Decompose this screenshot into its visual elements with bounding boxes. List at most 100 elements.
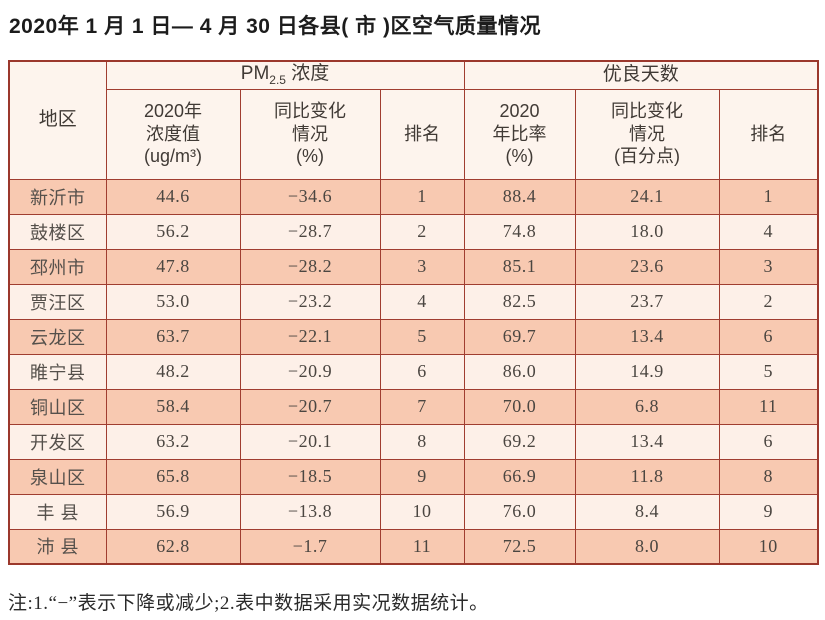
good-rate-cell: 72.5: [463, 528, 576, 565]
table-row: 新沂市 44.6 −34.6 1 88.4 24.1 1: [8, 178, 819, 215]
pm-change-cell: −22.1: [239, 318, 381, 355]
pm-value-cell: 62.8: [105, 528, 241, 565]
pm-rank-cell: 2: [379, 213, 465, 250]
pm-rank-cell: 9: [379, 458, 465, 495]
good-change-cell: 24.1: [574, 178, 720, 215]
pm-change-cell: −23.2: [239, 283, 381, 320]
pm-value-cell: 56.2: [105, 213, 241, 250]
header-good-days-group: 优良天数: [463, 60, 819, 90]
good-change-cell: 13.4: [574, 423, 720, 460]
pm-change-cell: −13.8: [239, 493, 381, 530]
good-rank-cell: 11: [718, 388, 819, 425]
header-region: 地区: [8, 60, 107, 180]
pm-rank-cell: 3: [379, 248, 465, 285]
header-sub-row: 2020年 浓度值 (ug/m³) 同比变化 情况 (%) 排名 2020 年比…: [9, 88, 819, 180]
good-rank-cell: 1: [718, 178, 819, 215]
region-cell: 云龙区: [8, 318, 107, 355]
pm-rank-cell: 4: [379, 283, 465, 320]
region-cell: 开发区: [8, 423, 107, 460]
pm-change-cell: −20.7: [239, 388, 381, 425]
good-change-cell: 6.8: [574, 388, 720, 425]
region-cell: 邳州市: [8, 248, 107, 285]
table-row: 泉山区 65.8 −18.5 9 66.9 11.8 8: [8, 458, 819, 495]
pm-change-cell: −28.2: [239, 248, 381, 285]
good-change-cell: 11.8: [574, 458, 720, 495]
good-change-cell: 13.4: [574, 318, 720, 355]
header-pm-change: 同比变化 情况 (%): [239, 88, 381, 180]
pm-change-cell: −18.5: [239, 458, 381, 495]
pm-change-cell: −28.7: [239, 213, 381, 250]
pm-value-cell: 48.2: [105, 353, 241, 390]
good-rank-cell: 6: [718, 318, 819, 355]
table-row: 云龙区 63.7 −22.1 5 69.7 13.4 6: [8, 318, 819, 355]
good-rate-cell: 76.0: [463, 493, 576, 530]
good-change-cell: 8.4: [574, 493, 720, 530]
table-row: 铜山区 58.4 −20.7 7 70.0 6.8 11: [8, 388, 819, 425]
pm25-subscript: 2.5: [269, 73, 286, 88]
good-rank-cell: 3: [718, 248, 819, 285]
table-header: 地区 PM2.5 浓度 优良天数 2020年 浓度值 (ug/m³) 同比变化 …: [8, 60, 819, 180]
pm-value-cell: 63.2: [105, 423, 241, 460]
good-rate-cell: 74.8: [463, 213, 576, 250]
good-change-cell: 14.9: [574, 353, 720, 390]
pm-change-cell: −20.9: [239, 353, 381, 390]
region-cell: 睢宁县: [8, 353, 107, 390]
pm-rank-cell: 1: [379, 178, 465, 215]
table-row: 鼓楼区 56.2 −28.7 2 74.8 18.0 4: [8, 213, 819, 250]
table-row: 丰 县 56.9 −13.8 10 76.0 8.4 9: [8, 493, 819, 530]
pm25-suffix: 浓度: [285, 63, 330, 85]
pm25-label: PM: [240, 63, 270, 85]
good-rate-cell: 85.1: [463, 248, 576, 285]
pm-rank-cell: 8: [379, 423, 465, 460]
header-good-rate: 2020 年比率 (%): [463, 88, 576, 180]
good-change-cell: 18.0: [574, 213, 720, 250]
pm-rank-cell: 7: [379, 388, 465, 425]
good-rate-cell: 82.5: [463, 283, 576, 320]
good-change-cell: 23.7: [574, 283, 720, 320]
footnote: 注:1.“−”表示下降或减少;2.表中数据采用实况数据统计。: [8, 593, 489, 614]
good-rank-cell: 8: [718, 458, 819, 495]
good-rate-cell: 66.9: [463, 458, 576, 495]
table-row: 邳州市 47.8 −28.2 3 85.1 23.6 3: [8, 248, 819, 285]
table-body: 新沂市 44.6 −34.6 1 88.4 24.1 1 鼓楼区 56.2 −28.7 2 74.8 1…: [8, 178, 819, 565]
table-row: 贾汪区 53.0 −23.2 4 82.5 23.7 2: [8, 283, 819, 320]
good-rate-cell: 88.4: [463, 178, 576, 215]
region-cell: 泉山区: [8, 458, 107, 495]
good-change-cell: 8.0: [574, 528, 720, 565]
good-rank-cell: 9: [718, 493, 819, 530]
pm-rank-cell: 6: [379, 353, 465, 390]
region-cell: 贾汪区: [8, 283, 107, 320]
table-row: 沛 县 62.8 −1.7 11 72.5 8.0 10: [8, 528, 819, 565]
good-rank-cell: 6: [718, 423, 819, 460]
pm-value-cell: 63.7: [105, 318, 241, 355]
page-title: 2020年 1 月 1 日— 4 月 30 日各县( 市 )区空气质量情况: [9, 15, 541, 38]
good-rank-cell: 2: [718, 283, 819, 320]
region-cell: 铜山区: [8, 388, 107, 425]
good-rate-cell: 69.2: [463, 423, 576, 460]
good-rate-cell: 69.7: [463, 318, 576, 355]
table-row: 开发区 63.2 −20.1 8 69.2 13.4 6: [8, 423, 819, 460]
header-pm-value: 2020年 浓度值 (ug/m³): [105, 88, 241, 180]
pm-value-cell: 44.6: [105, 178, 241, 215]
pm-value-cell: 56.9: [105, 493, 241, 530]
header-pm-rank: 排名: [379, 88, 465, 180]
good-rate-cell: 70.0: [463, 388, 576, 425]
pm-rank-cell: 11: [379, 528, 465, 565]
header-good-rank: 排名: [718, 88, 819, 180]
header-group-row: 地区 PM2.5 浓度 优良天数: [8, 60, 819, 180]
air-quality-table: 地区 PM2.5 浓度 优良天数 2020年 浓度值 (ug/m³) 同比变化 …: [8, 60, 820, 565]
header-good-change: 同比变化 情况 (百分点): [574, 88, 720, 180]
good-rank-cell: 10: [718, 528, 819, 565]
good-change-cell: 23.6: [574, 248, 720, 285]
region-cell: 沛 县: [8, 528, 107, 565]
pm-rank-cell: 10: [379, 493, 465, 530]
table-row: 睢宁县 48.2 −20.9 6 86.0 14.9 5: [8, 353, 819, 390]
pm-change-cell: −20.1: [239, 423, 381, 460]
pm-value-cell: 65.8: [105, 458, 241, 495]
pm-value-cell: 53.0: [105, 283, 241, 320]
good-rate-cell: 86.0: [463, 353, 576, 390]
pm-rank-cell: 5: [379, 318, 465, 355]
header-pm25-group: PM2.5 浓度: [105, 60, 465, 90]
pm-value-cell: 58.4: [105, 388, 241, 425]
